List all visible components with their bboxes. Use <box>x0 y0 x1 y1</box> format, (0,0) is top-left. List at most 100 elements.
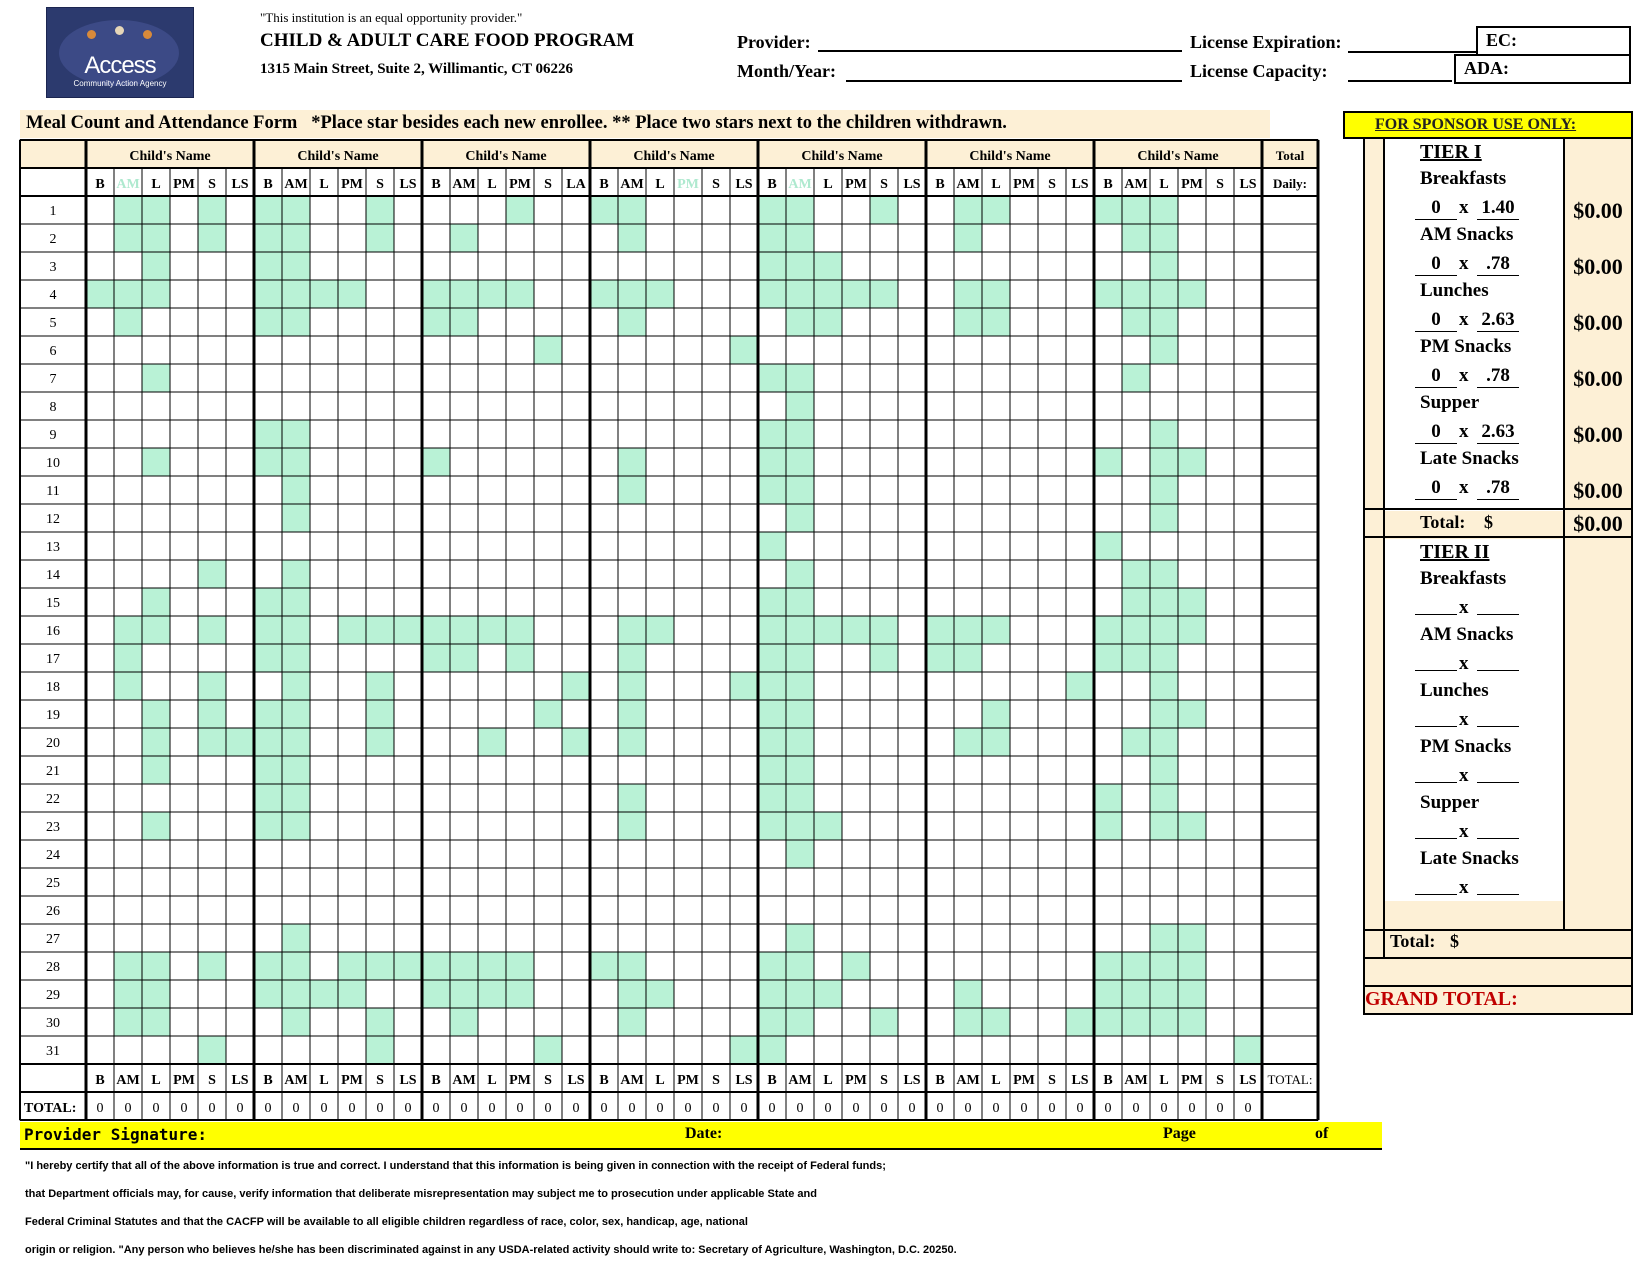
meal-check-cell[interactable] <box>1149 671 1179 701</box>
month-year-field[interactable] <box>846 80 1182 82</box>
meal-check-cell[interactable] <box>197 391 227 421</box>
meal-check-cell[interactable] <box>617 867 647 897</box>
meal-check-cell[interactable] <box>169 279 199 309</box>
meal-check-cell[interactable] <box>533 839 563 869</box>
meal-check-cell[interactable] <box>589 335 619 365</box>
meal-check-cell[interactable] <box>617 951 647 981</box>
meal-check-cell[interactable] <box>141 783 171 813</box>
meal-check-cell[interactable] <box>981 419 1011 449</box>
meal-check-cell[interactable] <box>561 979 591 1009</box>
meal-check-cell[interactable] <box>1093 1035 1123 1065</box>
meal-check-cell[interactable] <box>1177 223 1207 253</box>
meal-check-cell[interactable] <box>421 643 451 673</box>
meal-check-cell[interactable] <box>785 951 815 981</box>
meal-check-cell[interactable] <box>169 363 199 393</box>
meal-check-cell[interactable] <box>309 335 339 365</box>
meal-check-cell[interactable] <box>1149 1035 1179 1065</box>
meal-check-cell[interactable] <box>841 587 871 617</box>
meal-check-cell[interactable] <box>505 335 535 365</box>
meal-check-cell[interactable] <box>897 391 927 421</box>
meal-check-cell[interactable] <box>281 447 311 477</box>
meal-check-cell[interactable] <box>113 755 143 785</box>
meal-check-cell[interactable] <box>869 671 899 701</box>
meal-check-cell[interactable] <box>1009 419 1039 449</box>
meal-check-cell[interactable] <box>197 559 227 589</box>
meal-check-cell[interactable] <box>1093 195 1123 225</box>
meal-check-cell[interactable] <box>1149 419 1179 449</box>
meal-check-cell[interactable] <box>673 363 703 393</box>
tier1-meal-count[interactable]: 0 <box>1415 477 1457 500</box>
meal-check-cell[interactable] <box>197 335 227 365</box>
meal-check-cell[interactable] <box>1037 251 1067 281</box>
meal-check-cell[interactable] <box>141 699 171 729</box>
meal-check-cell[interactable] <box>505 699 535 729</box>
meal-check-cell[interactable] <box>281 951 311 981</box>
meal-check-cell[interactable] <box>813 643 843 673</box>
meal-check-cell[interactable] <box>281 279 311 309</box>
meal-check-cell[interactable] <box>225 895 255 925</box>
meal-check-cell[interactable] <box>757 531 787 561</box>
meal-check-cell[interactable] <box>1037 671 1067 701</box>
meal-check-cell[interactable] <box>1037 419 1067 449</box>
meal-check-cell[interactable] <box>197 195 227 225</box>
meal-check-cell[interactable] <box>1009 839 1039 869</box>
meal-check-cell[interactable] <box>1205 643 1235 673</box>
meal-check-cell[interactable] <box>813 783 843 813</box>
meal-check-cell[interactable] <box>505 643 535 673</box>
meal-check-cell[interactable] <box>1121 839 1151 869</box>
meal-check-cell[interactable] <box>561 223 591 253</box>
meal-check-cell[interactable] <box>253 335 283 365</box>
meal-check-cell[interactable] <box>477 363 507 393</box>
meal-check-cell[interactable] <box>925 811 955 841</box>
meal-check-cell[interactable] <box>953 419 983 449</box>
meal-check-cell[interactable] <box>785 839 815 869</box>
meal-check-cell[interactable] <box>617 615 647 645</box>
meal-check-cell[interactable] <box>813 699 843 729</box>
meal-check-cell[interactable] <box>253 1007 283 1037</box>
meal-check-cell[interactable] <box>113 839 143 869</box>
meal-check-cell[interactable] <box>1233 1007 1263 1037</box>
meal-check-cell[interactable] <box>953 223 983 253</box>
meal-check-cell[interactable] <box>673 615 703 645</box>
meal-check-cell[interactable] <box>645 447 675 477</box>
meal-check-cell[interactable] <box>701 811 731 841</box>
meal-check-cell[interactable] <box>701 223 731 253</box>
meal-check-cell[interactable] <box>1009 531 1039 561</box>
meal-check-cell[interactable] <box>645 1035 675 1065</box>
meal-check-cell[interactable] <box>869 363 899 393</box>
meal-check-cell[interactable] <box>337 307 367 337</box>
meal-check-cell[interactable] <box>1233 867 1263 897</box>
meal-check-cell[interactable] <box>673 559 703 589</box>
meal-check-cell[interactable] <box>1009 1035 1039 1065</box>
meal-check-cell[interactable] <box>645 671 675 701</box>
meal-check-cell[interactable] <box>869 279 899 309</box>
meal-check-cell[interactable] <box>449 391 479 421</box>
meal-check-cell[interactable] <box>197 671 227 701</box>
meal-check-cell[interactable] <box>85 867 115 897</box>
meal-check-cell[interactable] <box>309 223 339 253</box>
meal-check-cell[interactable] <box>841 671 871 701</box>
meal-check-cell[interactable] <box>1065 699 1095 729</box>
meal-check-cell[interactable] <box>365 279 395 309</box>
meal-check-cell[interactable] <box>561 699 591 729</box>
meal-check-cell[interactable] <box>953 923 983 953</box>
meal-check-cell[interactable] <box>701 447 731 477</box>
meal-check-cell[interactable] <box>757 615 787 645</box>
meal-check-cell[interactable] <box>785 671 815 701</box>
meal-check-cell[interactable] <box>589 783 619 813</box>
meal-check-cell[interactable] <box>1093 951 1123 981</box>
meal-check-cell[interactable] <box>533 475 563 505</box>
meal-check-cell[interactable] <box>225 783 255 813</box>
meal-check-cell[interactable] <box>1233 839 1263 869</box>
meal-check-cell[interactable] <box>1205 587 1235 617</box>
meal-check-cell[interactable] <box>561 1035 591 1065</box>
meal-check-cell[interactable] <box>1149 195 1179 225</box>
meal-check-cell[interactable] <box>309 503 339 533</box>
meal-check-cell[interactable] <box>1149 363 1179 393</box>
meal-check-cell[interactable] <box>561 195 591 225</box>
meal-check-cell[interactable] <box>1177 1035 1207 1065</box>
meal-check-cell[interactable] <box>85 587 115 617</box>
meal-check-cell[interactable] <box>785 783 815 813</box>
meal-check-cell[interactable] <box>309 895 339 925</box>
meal-check-cell[interactable] <box>589 671 619 701</box>
